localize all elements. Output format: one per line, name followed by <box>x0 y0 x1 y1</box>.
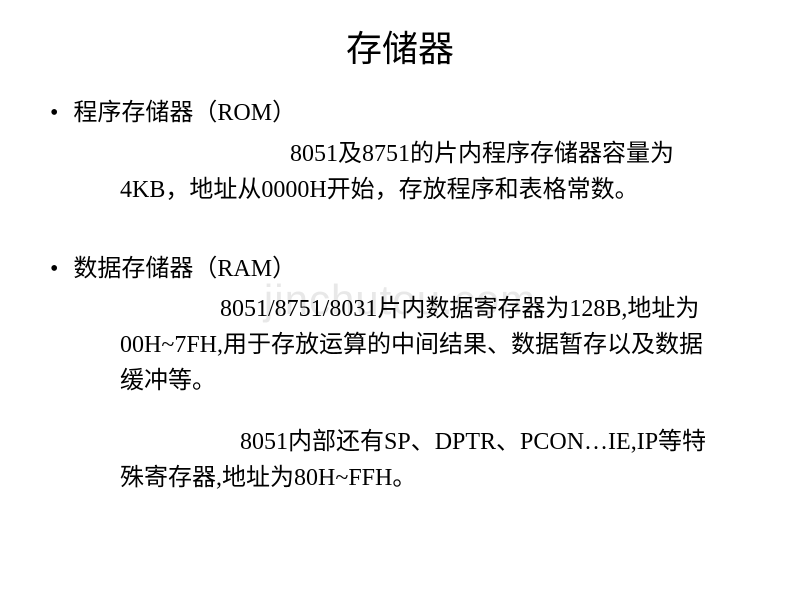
section-heading-rom: 程序存储器（ROM） <box>73 97 296 131</box>
rom-description: 8051及8751的片内程序存储器容量为4KB，地址从0000H开始，存放程序和… <box>120 136 720 208</box>
ram-description-1: 8051/8751/8031片内数据寄存器为128B,地址为00H~7FH,用于… <box>120 291 720 399</box>
ram-description-2: 8051内部还有SP、DPTR、PCON…IE,IP等特殊寄存器,地址为80H~… <box>120 424 720 496</box>
bullet-item-ram: • 数据存储器（RAM） <box>50 253 750 287</box>
bullet-item-rom: • 程序存储器（ROM） <box>50 97 750 131</box>
slide-content: 存储器 • 程序存储器（ROM） 8051及8751的片内程序存储器容量为4KB… <box>50 20 750 496</box>
section-heading-ram: 数据存储器（RAM） <box>73 253 296 287</box>
bullet-marker: • <box>50 253 58 287</box>
bullet-marker: • <box>50 97 58 131</box>
slide-title: 存储器 <box>50 20 750 72</box>
